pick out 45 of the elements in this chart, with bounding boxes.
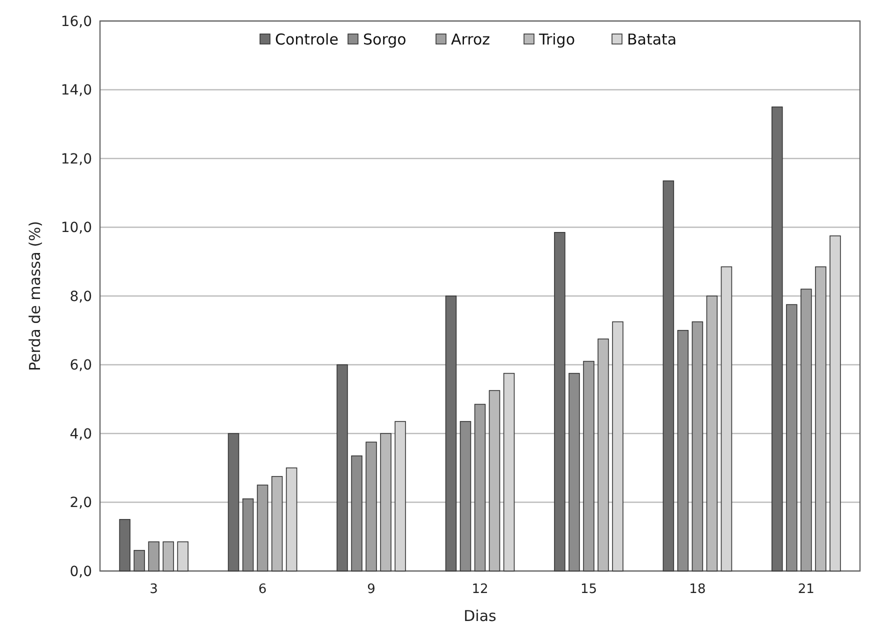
y-tick-label: 2,0 bbox=[70, 495, 92, 512]
bar bbox=[786, 304, 798, 572]
legend-label: Arroz bbox=[451, 30, 490, 48]
x-tick-label: 3 bbox=[150, 582, 158, 597]
y-tick-label: 8,0 bbox=[70, 288, 92, 305]
bar bbox=[162, 541, 174, 572]
bar bbox=[242, 498, 254, 572]
x-tick-label: 12 bbox=[472, 582, 488, 597]
y-tick-label: 14,0 bbox=[60, 82, 92, 99]
bar bbox=[583, 360, 594, 572]
bar bbox=[256, 484, 268, 572]
bar bbox=[568, 372, 580, 572]
legend-label: Batata bbox=[627, 30, 677, 48]
y-tick-label: 10,0 bbox=[60, 220, 92, 236]
legend-label: Trigo bbox=[538, 30, 575, 48]
x-tick-label: 9 bbox=[367, 582, 376, 597]
x-axis-title: Dias bbox=[464, 607, 497, 625]
legend-label: Controle bbox=[275, 30, 338, 48]
y-tick-label: 16,0 bbox=[60, 14, 92, 30]
y-tick-label: 4,0 bbox=[70, 426, 92, 442]
bar bbox=[692, 321, 704, 572]
bar bbox=[612, 321, 624, 572]
bar bbox=[351, 455, 362, 572]
y-tick-label: 6,0 bbox=[70, 358, 92, 374]
bar bbox=[460, 421, 472, 572]
bar bbox=[148, 541, 160, 572]
legend-label: Sorgo bbox=[363, 30, 406, 48]
x-tick-label: 21 bbox=[798, 582, 814, 597]
y-axis-title: Perda de massa (%) bbox=[26, 221, 44, 371]
bar bbox=[474, 404, 486, 572]
bar bbox=[503, 372, 515, 572]
x-tick-label: 15 bbox=[580, 582, 597, 597]
x-tick-label: 6 bbox=[258, 582, 267, 597]
bar bbox=[677, 330, 689, 572]
bar bbox=[177, 541, 188, 572]
y-tick-label: 12,0 bbox=[60, 151, 92, 168]
bar bbox=[394, 421, 406, 572]
bar bbox=[134, 550, 145, 572]
bar bbox=[720, 266, 732, 572]
x-tick-label: 18 bbox=[689, 582, 706, 597]
bar bbox=[830, 235, 841, 572]
bar bbox=[286, 467, 298, 572]
bar bbox=[366, 442, 377, 572]
y-tick-label: 0,0 bbox=[70, 564, 92, 580]
bar bbox=[800, 288, 812, 572]
